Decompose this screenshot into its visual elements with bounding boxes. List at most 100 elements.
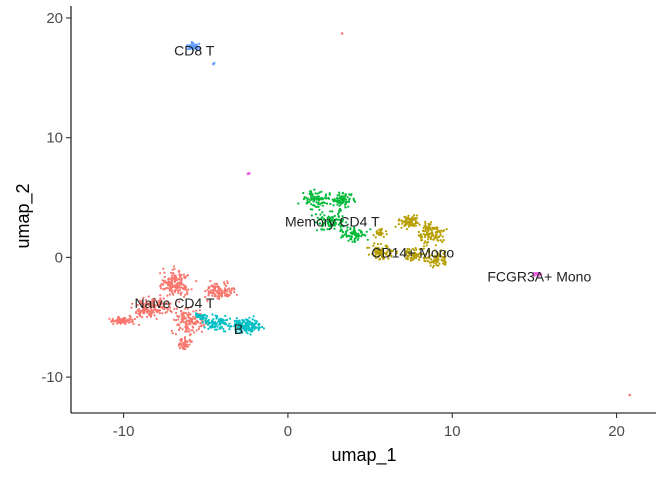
data-point: [407, 225, 410, 228]
data-point: [222, 327, 225, 330]
data-point: [140, 301, 143, 304]
data-point: [253, 323, 256, 326]
data-point: [160, 300, 163, 303]
data-point: [176, 287, 179, 290]
data-point: [159, 294, 162, 297]
data-point: [139, 314, 142, 318]
data-point: [415, 253, 418, 256]
data-point: [175, 311, 178, 315]
cluster-memory-cd4-t: [297, 188, 372, 244]
data-point: [112, 320, 115, 323]
data-point: [161, 312, 164, 315]
data-point: [238, 319, 241, 323]
data-point: [226, 293, 229, 296]
data-point: [229, 292, 233, 295]
x-tick-label: 0: [284, 423, 292, 440]
data-point: [244, 318, 247, 321]
data-point: [186, 274, 189, 277]
data-point: [415, 217, 419, 220]
data-point: [168, 289, 171, 292]
data-point: [380, 255, 383, 258]
data-point: [374, 256, 377, 260]
data-point: [409, 252, 412, 255]
data-point: [222, 330, 225, 333]
data-point: [153, 314, 156, 317]
data-point: [228, 328, 231, 331]
data-point: [339, 209, 342, 212]
data-point: [206, 299, 209, 303]
data-point: [255, 320, 258, 323]
data-point: [190, 305, 193, 309]
data-point: [116, 318, 119, 321]
data-point: [326, 217, 329, 220]
data-point: [436, 236, 439, 239]
data-point: [336, 203, 339, 206]
data-point: [220, 292, 223, 295]
data-point: [315, 196, 318, 199]
data-point: [310, 203, 313, 206]
data-point: [149, 315, 152, 318]
data-point: [221, 318, 225, 321]
data-point: [206, 315, 209, 318]
data-point: [171, 268, 174, 271]
data-point: [137, 308, 141, 311]
data-point: [184, 311, 187, 314]
data-point: [411, 258, 414, 261]
data-point: [308, 198, 312, 201]
data-point: [427, 227, 430, 230]
data-point: [185, 275, 188, 278]
data-point: [211, 294, 214, 297]
data-point: [195, 309, 198, 312]
data-point: [340, 228, 343, 231]
data-point: [230, 287, 233, 290]
data-point: [183, 337, 186, 340]
data-point: [164, 280, 167, 283]
data-point: [179, 310, 183, 313]
data-point: [381, 232, 384, 235]
data-point: [136, 304, 139, 307]
data-point: [328, 192, 331, 195]
data-point: [238, 331, 241, 335]
data-point: [188, 338, 191, 341]
data-point: [223, 290, 226, 293]
data-point: [176, 285, 179, 288]
data-point: [130, 320, 133, 323]
data-point: [246, 321, 249, 324]
data-point: [147, 309, 150, 312]
data-point: [180, 277, 184, 280]
data-point: [163, 275, 166, 279]
data-point: [405, 222, 408, 225]
data-point: [204, 295, 207, 299]
data-point: [166, 294, 169, 297]
y-tick-label: -10: [41, 369, 63, 386]
data-point: [150, 311, 153, 314]
data-point: [414, 222, 417, 225]
data-point: [440, 259, 443, 262]
data-point: [185, 289, 188, 292]
data-point: [331, 219, 334, 222]
data-point: [411, 247, 414, 250]
cluster-label: CD14+ Mono: [371, 245, 454, 261]
data-point: [351, 240, 354, 243]
scatter-points: [108, 32, 631, 397]
data-point: [444, 260, 447, 263]
data-point: [170, 274, 174, 277]
data-point: [198, 314, 201, 317]
data-point: [252, 325, 255, 328]
data-point: [415, 214, 419, 217]
data-point: [366, 246, 369, 249]
data-point: [338, 211, 341, 214]
data-point: [200, 330, 203, 333]
data-point: [143, 309, 147, 312]
data-point: [436, 256, 439, 259]
data-point: [255, 326, 258, 329]
data-point: [183, 343, 186, 346]
data-point: [203, 316, 206, 319]
data-point: [354, 233, 357, 236]
data-point: [538, 273, 541, 276]
data-point: [186, 330, 189, 333]
data-point: [188, 47, 191, 50]
data-point: [131, 302, 134, 305]
data-point: [159, 306, 162, 309]
data-point: [200, 314, 203, 317]
